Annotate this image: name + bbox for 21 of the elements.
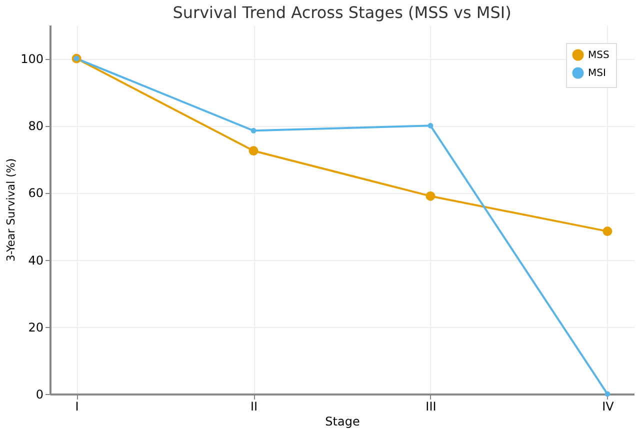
legend-label: MSI — [588, 68, 606, 79]
chart-title: Survival Trend Across Stages (MSS vs MSI) — [172, 3, 512, 22]
point — [426, 191, 436, 201]
point — [602, 226, 612, 236]
y-tick-label: 20 — [28, 320, 44, 334]
y-tick-label: 80 — [28, 119, 44, 134]
y-tick-label: 0 — [36, 388, 44, 402]
x-tick-label: III — [426, 400, 436, 414]
y-axis-title: 3-Year Survival (%) — [4, 158, 18, 262]
point — [250, 128, 256, 134]
point — [428, 122, 434, 128]
y-tick-label: 60 — [28, 186, 44, 200]
x-tick-label: IV — [602, 400, 615, 414]
x-tick-label: II — [250, 400, 258, 414]
y-tick-label: 40 — [28, 253, 44, 268]
x-tick-label: I — [75, 400, 79, 414]
y-tick-label: 100 — [20, 52, 44, 66]
point — [248, 146, 258, 156]
point — [604, 391, 610, 397]
legend-label: MSS — [588, 50, 610, 61]
x-axis-title: Stage — [325, 414, 360, 428]
